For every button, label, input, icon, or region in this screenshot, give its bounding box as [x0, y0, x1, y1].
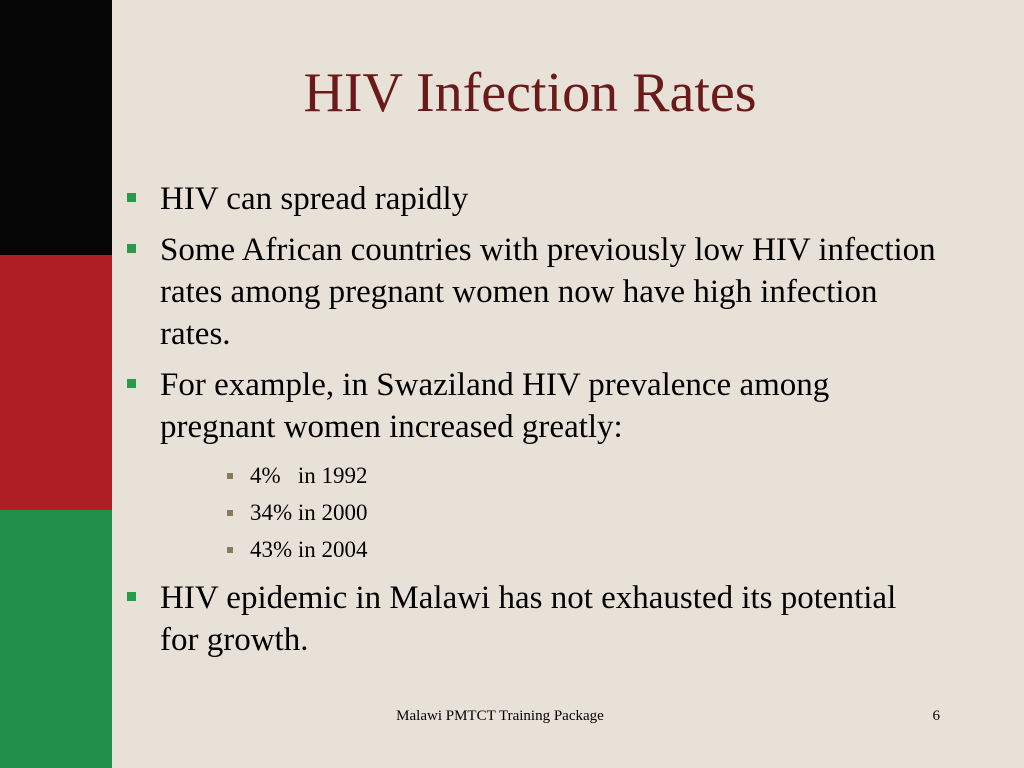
sub-bullet-square-icon: [227, 473, 233, 479]
sub-bullet-list: 4% in 1992 34% in 2000 43% in 2004: [120, 457, 940, 568]
sub-bullet-item: 34% in 2000: [120, 494, 940, 531]
sub-bullet-item: 43% in 2004: [120, 531, 940, 568]
flag-sidebar: [0, 0, 112, 768]
bullet-item: Some African countries with previously l…: [120, 229, 940, 355]
sub-bullet-square-icon: [227, 547, 233, 553]
sub-bullet-group: 4% in 1992 34% in 2000 43% in 2004: [120, 457, 940, 568]
footer-text: Malawi PMTCT Training Package: [396, 708, 604, 724]
bullet-item: HIV can spread rapidly: [120, 178, 940, 220]
sub-bullet-text: 4% in 1992: [250, 463, 368, 488]
bullet-item: HIV epidemic in Malawi has not exhausted…: [120, 577, 940, 661]
flag-black-stripe: [0, 0, 112, 255]
bullet-text: For example, in Swaziland HIV prevalence…: [160, 367, 830, 445]
bullet-square-icon: [127, 379, 136, 388]
bullet-square-icon: [127, 592, 136, 601]
slide-title: HIV Infection Rates: [303, 62, 757, 124]
bullet-square-icon: [127, 244, 136, 253]
sub-bullet-square-icon: [227, 510, 233, 516]
bullet-item: For example, in Swaziland HIV prevalence…: [120, 364, 940, 448]
bullet-text: Some African countries with previously l…: [160, 232, 936, 352]
sub-bullet-text: 34% in 2000: [250, 500, 368, 525]
bullet-text: HIV epidemic in Malawi has not exhausted…: [160, 580, 897, 658]
flag-green-stripe: [0, 510, 112, 768]
page-number: 6: [932, 708, 941, 724]
bullet-square-icon: [127, 193, 136, 202]
sub-bullet-item: 4% in 1992: [120, 457, 940, 494]
sub-bullet-text: 43% in 2004: [250, 537, 368, 562]
flag-red-stripe: [0, 255, 112, 510]
bullet-list: HIV can spread rapidly Some African coun…: [120, 178, 940, 670]
bullet-text: HIV can spread rapidly: [160, 181, 469, 217]
